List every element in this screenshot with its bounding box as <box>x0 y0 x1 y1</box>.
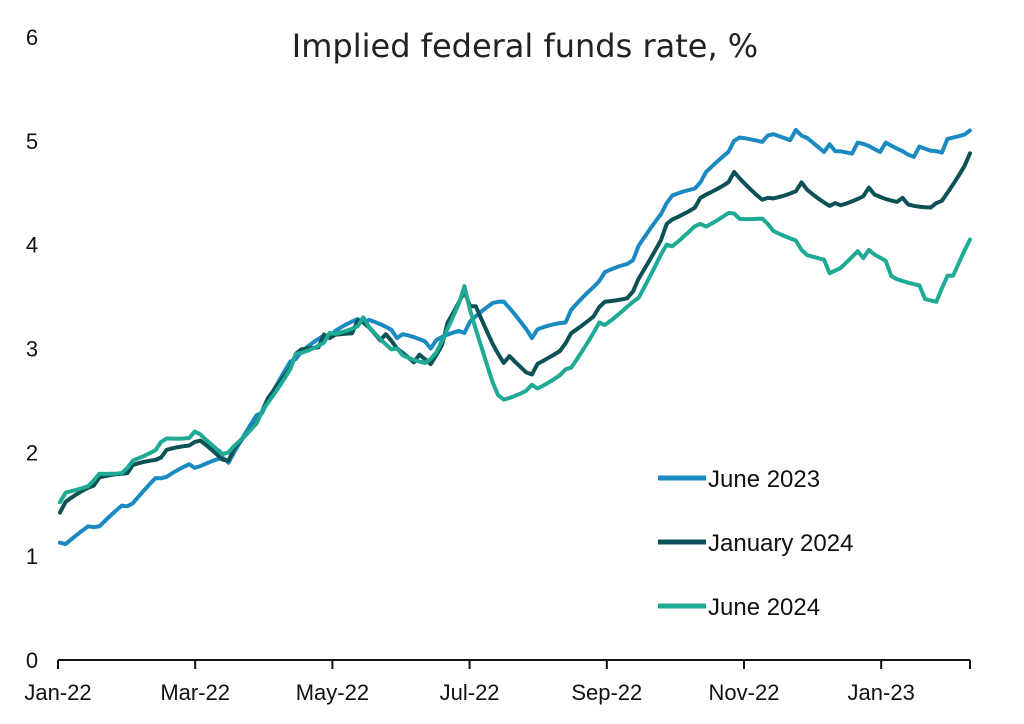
x-tick-label: Jan-22 <box>24 680 91 705</box>
y-axis-ticks: 0 1 2 3 4 5 6 <box>26 25 38 673</box>
y-tick-label: 1 <box>26 544 38 569</box>
x-tick-label: Jul-22 <box>440 680 500 705</box>
y-tick-label: 4 <box>26 233 38 258</box>
x-tick-label: Sep-22 <box>571 680 642 705</box>
legend-label: June 2024 <box>708 594 820 621</box>
chart-title: Implied federal funds rate, % <box>292 27 758 65</box>
x-tick-label: Jan-23 <box>848 680 915 705</box>
legend: June 2023 January 2024 June 2024 <box>658 466 853 621</box>
y-tick-label: 5 <box>26 129 38 154</box>
x-axis-ticks: Jan-22 Mar-22 May-22 Jul-22 Sep-22 Nov-22 Jan-… <box>24 660 971 705</box>
y-tick-label: 6 <box>26 25 38 50</box>
series-line-june-2024 <box>58 211 972 505</box>
x-tick-label: May-22 <box>296 680 369 705</box>
legend-label: June 2023 <box>708 466 820 493</box>
y-tick-label: 3 <box>26 337 38 362</box>
legend-label: January 2024 <box>708 530 853 557</box>
series-line-january-2024 <box>58 151 972 515</box>
x-tick-label: Mar-22 <box>160 680 230 705</box>
x-tick-label: Nov-22 <box>709 680 780 705</box>
series-lines <box>58 127 972 547</box>
y-tick-label: 2 <box>26 440 38 465</box>
y-tick-label: 0 <box>26 648 38 673</box>
series-line-june-2023 <box>58 127 972 547</box>
